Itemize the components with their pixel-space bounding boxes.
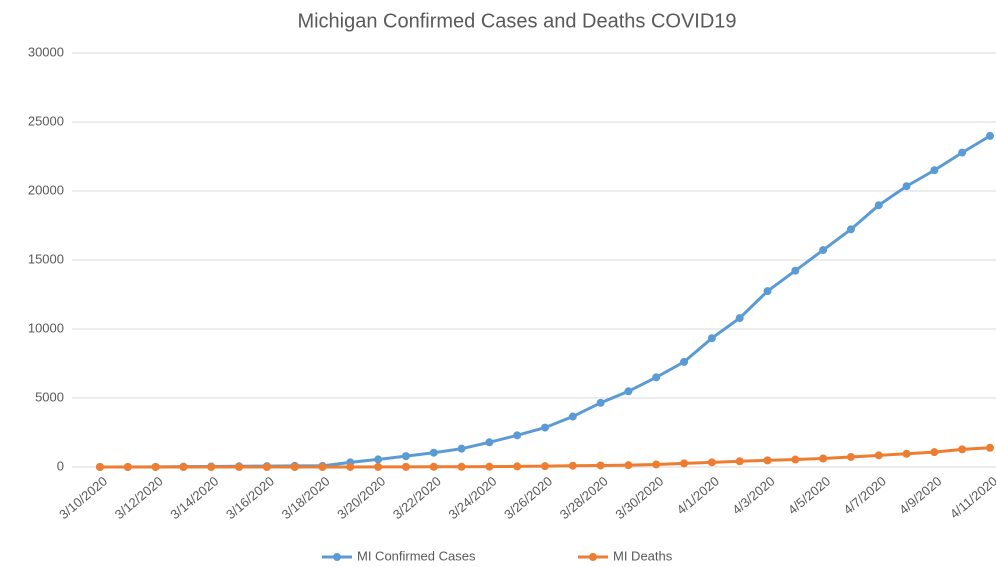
legend-label: MI Deaths xyxy=(613,548,673,563)
point xyxy=(791,455,800,464)
point xyxy=(624,387,633,396)
point xyxy=(513,462,522,471)
point xyxy=(374,462,383,471)
x-tick-label: 4/3/2020 xyxy=(729,473,777,517)
point xyxy=(485,438,494,447)
point xyxy=(401,462,410,471)
point xyxy=(958,445,967,454)
point xyxy=(707,458,716,467)
point xyxy=(318,462,327,471)
point xyxy=(846,225,855,234)
point xyxy=(513,431,522,440)
point xyxy=(485,462,494,471)
point xyxy=(568,412,577,421)
point xyxy=(207,463,216,471)
point xyxy=(429,448,438,457)
x-tick-label: 4/1/2020 xyxy=(674,473,722,517)
point xyxy=(541,462,549,471)
chart-title: Michigan Confirmed Cases and Deaths COVI… xyxy=(297,10,736,32)
point xyxy=(374,455,383,464)
point xyxy=(151,463,160,471)
x-tick-label: 3/12/2020 xyxy=(112,473,166,522)
point xyxy=(457,444,466,453)
point xyxy=(346,462,355,471)
x-tick-label: 4/5/2020 xyxy=(785,473,833,517)
y-tick-label: 5000 xyxy=(35,389,64,404)
x-tick-label: 3/10/2020 xyxy=(56,473,110,522)
x-tick-label: 4/7/2020 xyxy=(840,473,888,517)
point xyxy=(707,334,716,343)
point xyxy=(568,461,577,470)
legend-marker xyxy=(589,553,597,561)
point xyxy=(123,463,132,471)
point xyxy=(930,166,939,175)
point xyxy=(930,448,939,457)
point xyxy=(819,454,828,463)
point xyxy=(596,398,605,407)
point xyxy=(179,463,188,471)
series-line xyxy=(100,134,991,469)
point xyxy=(846,452,855,461)
x-tick-label: 3/20/2020 xyxy=(334,473,388,522)
x-tick-label: 4/11/2020 xyxy=(947,473,996,521)
x-tick-label: 3/24/2020 xyxy=(446,473,500,522)
point xyxy=(652,373,661,382)
x-tick-label: 3/30/2020 xyxy=(612,473,666,522)
point xyxy=(763,287,772,296)
point xyxy=(235,463,244,471)
x-tick-label: 4/9/2020 xyxy=(896,473,944,517)
x-tick-label: 3/16/2020 xyxy=(223,473,277,522)
x-tick-label: 3/26/2020 xyxy=(501,473,555,522)
point xyxy=(680,357,689,366)
point xyxy=(958,148,967,157)
x-tick-label: 3/18/2020 xyxy=(279,473,333,522)
x-tick-label: 3/14/2020 xyxy=(167,473,221,522)
point xyxy=(429,462,438,471)
point xyxy=(874,201,883,210)
point xyxy=(624,461,633,470)
y-tick-label: 30000 xyxy=(28,44,64,59)
y-tick-label: 25000 xyxy=(28,113,64,128)
y-tick-label: 0 xyxy=(57,458,64,473)
point xyxy=(596,461,605,470)
point xyxy=(735,457,744,466)
point xyxy=(986,131,994,140)
y-tick-label: 15000 xyxy=(28,251,64,266)
x-tick-label: 3/28/2020 xyxy=(557,473,611,522)
point xyxy=(735,314,744,323)
y-tick-label: 20000 xyxy=(28,182,64,197)
point xyxy=(290,463,299,471)
point xyxy=(401,452,410,461)
legend-label: MI Confirmed Cases xyxy=(357,548,476,563)
y-tick-label: 10000 xyxy=(28,320,64,335)
point xyxy=(791,266,800,275)
point xyxy=(652,460,661,469)
point xyxy=(96,463,104,471)
point xyxy=(874,451,883,460)
point xyxy=(819,246,828,255)
point xyxy=(902,182,911,191)
point xyxy=(457,462,466,471)
legend-marker xyxy=(333,553,341,561)
point xyxy=(680,459,689,468)
point xyxy=(902,449,911,458)
point xyxy=(541,423,549,432)
point xyxy=(763,456,772,465)
point xyxy=(262,463,271,471)
point xyxy=(986,443,994,452)
x-tick-label: 3/22/2020 xyxy=(390,473,444,522)
